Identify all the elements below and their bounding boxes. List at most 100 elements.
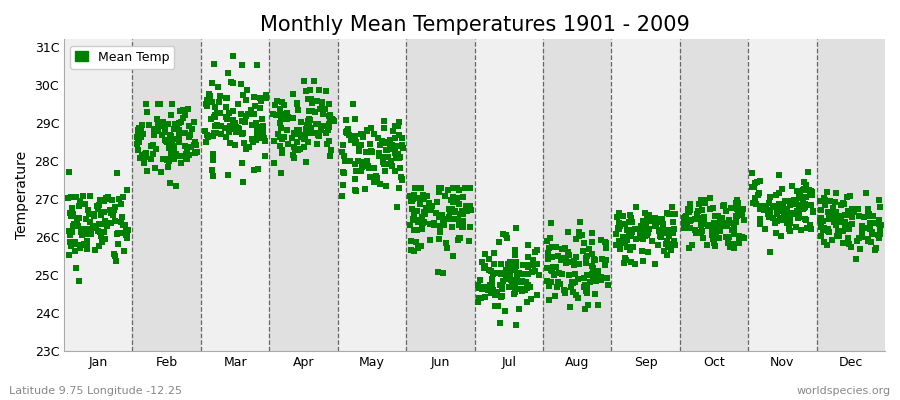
Point [87,246,102,253]
Point [280,127,294,133]
Point [442,213,456,220]
Point [706,240,721,246]
Point [108,218,122,224]
Point [790,188,805,194]
Point [695,228,709,234]
Point [503,272,517,278]
Point [231,125,246,131]
Point [140,108,154,115]
Point [274,146,289,153]
Point [68,248,82,254]
Point [859,190,873,196]
Point [384,163,399,170]
Point [430,198,445,205]
Point [405,206,419,212]
Point [706,204,720,211]
Point [112,196,126,202]
Point [290,101,304,108]
Point [205,80,220,86]
Point [386,144,400,150]
Point [395,145,410,151]
Point [494,294,508,300]
Point [804,226,818,232]
Point [587,257,601,263]
Point [91,206,105,213]
Point [643,216,657,222]
Point [834,228,849,234]
Point [315,106,329,113]
Point [408,208,422,214]
Point [110,231,124,238]
Point [820,242,834,248]
Point [798,193,813,200]
Point [806,208,820,214]
Point [299,130,313,136]
Point [273,106,287,112]
Point [721,240,735,247]
Point [153,101,167,107]
Point [869,244,884,251]
Point [598,239,612,245]
Point [224,79,238,86]
Point [450,184,464,191]
Point [682,245,697,252]
Point [64,194,78,200]
Point [320,126,335,133]
Point [345,136,359,142]
Point [667,238,681,244]
Point [722,216,736,223]
Point [109,258,123,264]
Point [515,279,529,286]
Point [309,130,323,136]
Point [79,241,94,247]
Point [417,209,431,215]
Point [585,230,599,236]
Point [586,265,600,271]
Point [703,206,717,212]
Point [62,252,77,258]
Point [772,200,787,207]
Point [557,245,572,252]
Point [430,269,445,276]
Point [376,139,391,145]
Point [108,252,122,259]
Point [619,256,634,263]
Point [487,261,501,267]
Point [94,233,108,239]
Point [709,231,724,237]
Point [158,137,172,143]
Point [416,220,430,226]
Point [82,211,96,217]
Point [85,230,99,237]
Point [490,270,504,277]
Point [762,214,777,220]
Point [478,251,492,257]
Point [803,222,817,228]
Point [459,202,473,209]
Point [478,294,492,300]
Point [271,131,285,137]
Bar [132,39,201,351]
Point [406,196,420,202]
Point [628,260,643,267]
Point [496,231,510,237]
Point [92,243,106,250]
Point [863,212,878,219]
Point [655,230,670,236]
Point [776,217,790,224]
Point [455,210,470,217]
Point [488,291,502,297]
Point [151,101,166,107]
Point [159,136,174,143]
Point [576,247,590,254]
Point [325,116,339,123]
Point [731,200,745,206]
Point [554,271,569,277]
Point [437,216,452,223]
Point [146,142,160,148]
Point [860,208,875,214]
Point [801,186,815,193]
Point [64,212,78,219]
Point [103,206,117,213]
Point [79,242,94,249]
